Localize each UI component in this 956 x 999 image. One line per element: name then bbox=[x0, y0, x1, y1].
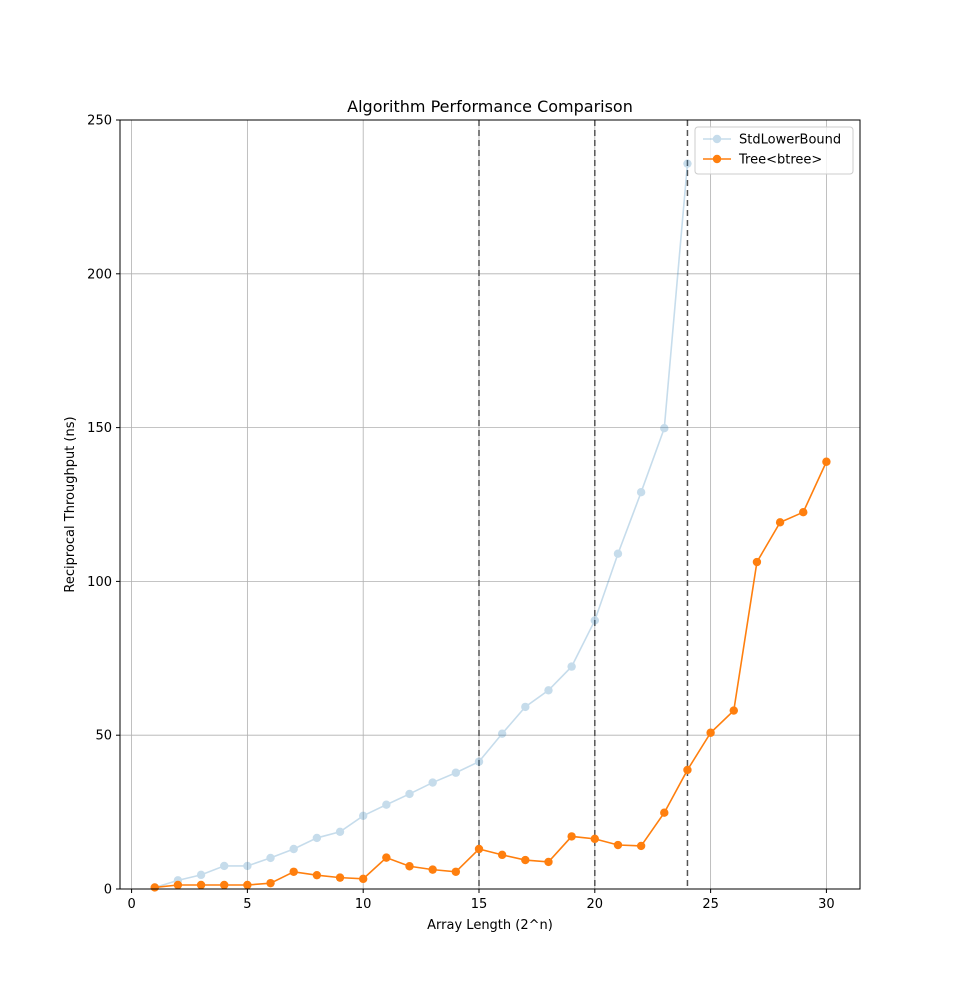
legend-marker bbox=[703, 154, 731, 164]
reference-lines bbox=[478, 120, 689, 889]
data-point bbox=[405, 789, 414, 799]
chart-title: Algorithm Performance Comparison bbox=[347, 97, 633, 116]
data-point bbox=[196, 870, 206, 880]
series-line bbox=[154, 163, 689, 889]
data-point bbox=[451, 768, 461, 777]
y-tick-label: 100 bbox=[87, 575, 112, 590]
data-point bbox=[660, 808, 669, 817]
data-point bbox=[220, 861, 229, 871]
data-point bbox=[358, 811, 368, 820]
data-point bbox=[382, 853, 391, 862]
data-point bbox=[729, 706, 738, 715]
data-point bbox=[590, 616, 600, 625]
data-point bbox=[312, 870, 322, 880]
data-point bbox=[335, 873, 345, 882]
data-point bbox=[312, 833, 322, 843]
data-point bbox=[173, 880, 183, 890]
y-axis-label: Reciprocal Throughput (ns) bbox=[63, 416, 78, 592]
data-point bbox=[544, 857, 553, 867]
legend-box bbox=[694, 126, 854, 175]
x-tick-label: 20 bbox=[587, 897, 604, 912]
legend: StdLowerBound Tree<btree> bbox=[694, 126, 854, 175]
data-point bbox=[683, 765, 692, 775]
data-point bbox=[220, 880, 229, 890]
data-point bbox=[521, 702, 530, 712]
data-point bbox=[775, 518, 785, 527]
plot-frame bbox=[119, 119, 861, 890]
x-axis-label: Array Length (2^n) bbox=[427, 918, 553, 933]
data-point bbox=[613, 549, 623, 558]
x-tick-label: 30 bbox=[818, 897, 835, 912]
data-point bbox=[799, 507, 808, 517]
data-point bbox=[266, 853, 275, 863]
data-point bbox=[497, 850, 507, 860]
y-tick-label: 200 bbox=[87, 267, 112, 282]
legend-label: Tree<btree> bbox=[738, 153, 822, 168]
data-point bbox=[636, 487, 646, 497]
data-point bbox=[150, 883, 159, 892]
x-tick-label: 10 bbox=[355, 897, 372, 912]
x-tick-label: 0 bbox=[127, 897, 135, 912]
data-point bbox=[544, 686, 553, 695]
series-layer bbox=[150, 159, 831, 892]
series-2 bbox=[150, 457, 831, 892]
data-point bbox=[289, 844, 298, 854]
x-tick-label: 5 bbox=[243, 897, 251, 912]
data-point bbox=[636, 841, 646, 851]
data-point bbox=[358, 874, 368, 884]
data-point bbox=[335, 827, 345, 836]
legend-marker bbox=[703, 134, 731, 144]
data-point bbox=[451, 867, 461, 876]
y-tick-label: 50 bbox=[95, 729, 112, 744]
data-point bbox=[567, 662, 576, 671]
data-point bbox=[243, 861, 252, 871]
x-tick-label: 25 bbox=[702, 897, 719, 912]
data-point bbox=[474, 757, 484, 766]
data-point bbox=[405, 862, 414, 871]
data-point bbox=[521, 855, 530, 865]
data-point bbox=[474, 844, 484, 854]
data-point bbox=[289, 867, 298, 876]
data-point bbox=[683, 159, 692, 168]
data-point bbox=[660, 424, 669, 433]
y-tick-label: 150 bbox=[87, 421, 112, 436]
data-point bbox=[428, 865, 437, 874]
data-point bbox=[266, 878, 275, 888]
y-tick-label: 250 bbox=[87, 114, 112, 129]
y-tick-label: 0 bbox=[104, 883, 112, 898]
data-point bbox=[567, 832, 576, 841]
x-tick-label: 15 bbox=[471, 897, 488, 912]
data-point bbox=[428, 778, 437, 787]
data-point bbox=[590, 834, 600, 844]
tick-layer: 0 5 10 15 20 25 30 0 50 100 150 200 250 bbox=[87, 114, 835, 913]
data-point bbox=[243, 880, 252, 890]
data-point bbox=[752, 557, 762, 567]
legend-point bbox=[712, 154, 722, 164]
data-point bbox=[497, 729, 507, 738]
legend-point bbox=[712, 134, 722, 144]
data-point bbox=[613, 840, 623, 850]
legend-label: StdLowerBound bbox=[739, 133, 841, 148]
data-point bbox=[196, 880, 206, 890]
data-point bbox=[382, 800, 391, 809]
data-point bbox=[706, 728, 715, 737]
data-point bbox=[822, 457, 831, 466]
series-1 bbox=[150, 159, 692, 892]
